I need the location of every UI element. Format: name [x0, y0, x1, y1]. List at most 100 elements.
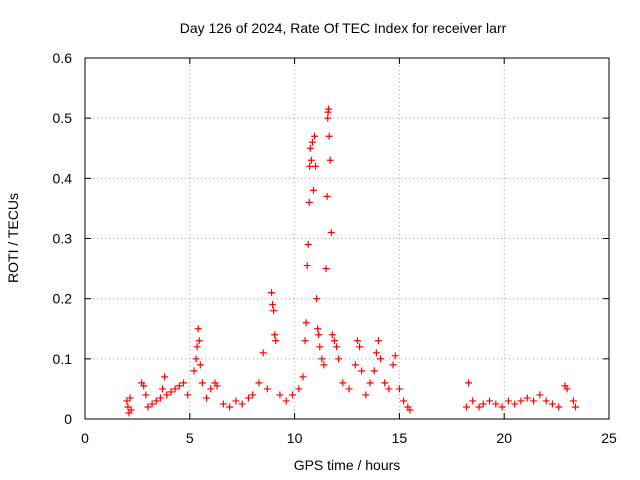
y-tick-label: 0.6	[53, 50, 73, 66]
data-point	[249, 391, 257, 399]
data-point	[555, 403, 563, 411]
x-axis-label: GPS time / hours	[294, 457, 401, 473]
data-point	[328, 331, 336, 339]
data-point	[307, 156, 315, 164]
data-point	[161, 373, 169, 381]
data-point	[207, 385, 215, 393]
x-tick-label: 10	[287, 430, 303, 446]
data-point	[563, 385, 571, 393]
data-point	[542, 397, 550, 405]
data-point	[316, 343, 324, 351]
data-points	[123, 105, 579, 417]
data-point	[309, 186, 317, 194]
data-point	[302, 319, 310, 327]
data-point	[144, 403, 152, 411]
data-point	[305, 198, 313, 206]
data-point	[163, 391, 171, 399]
data-point	[193, 343, 201, 351]
x-tick-label: 15	[392, 430, 408, 446]
data-point	[351, 361, 359, 369]
data-point	[180, 379, 188, 387]
data-point	[498, 403, 506, 411]
data-point	[327, 228, 335, 236]
y-tick-label: 0	[64, 411, 72, 427]
data-point	[353, 337, 361, 345]
data-point	[244, 394, 252, 402]
data-point	[530, 397, 538, 405]
data-point	[196, 361, 204, 369]
data-point	[492, 400, 500, 408]
data-point	[272, 337, 280, 345]
data-point	[238, 400, 246, 408]
data-point	[213, 382, 221, 390]
data-point	[306, 162, 314, 170]
data-point	[475, 403, 483, 411]
data-point	[232, 397, 240, 405]
data-point	[301, 337, 309, 345]
data-point	[127, 406, 135, 414]
plot-frame	[84, 57, 610, 420]
data-point	[315, 331, 323, 339]
data-point	[326, 156, 334, 164]
data-point	[370, 367, 378, 375]
data-point	[318, 355, 326, 363]
data-point	[381, 379, 389, 387]
x-tick-label: 5	[186, 430, 194, 446]
data-point	[159, 385, 167, 393]
y-tick-label: 0.1	[53, 351, 73, 367]
data-point	[313, 295, 321, 303]
data-point	[269, 301, 277, 309]
data-point	[270, 307, 278, 315]
data-point	[171, 385, 179, 393]
data-point	[167, 388, 175, 396]
data-point	[192, 355, 200, 363]
data-point	[140, 382, 148, 390]
data-point	[312, 162, 320, 170]
data-point	[536, 391, 544, 399]
x-axis-ticks: 0 5 10 15 20 25	[81, 58, 617, 446]
data-point	[175, 382, 183, 390]
y-tick-label: 0.3	[53, 231, 73, 247]
data-point	[295, 385, 303, 393]
data-point	[377, 355, 385, 363]
data-point	[226, 403, 234, 411]
data-point	[299, 373, 307, 381]
data-point	[374, 337, 382, 345]
data-point	[276, 391, 284, 399]
data-point	[219, 400, 227, 408]
data-point	[314, 325, 322, 333]
data-point	[323, 192, 331, 200]
data-point	[306, 144, 314, 152]
data-point	[479, 400, 487, 408]
y-tick-label: 0.5	[53, 110, 73, 126]
data-point	[255, 379, 263, 387]
data-point	[523, 394, 531, 402]
data-point	[195, 337, 203, 345]
data-point	[142, 391, 150, 399]
data-point	[123, 397, 131, 405]
data-point	[358, 367, 366, 375]
data-point	[330, 337, 338, 345]
y-axis-ticks: 0 0.1 0.2 0.3 0.4 0.5 0.6	[53, 50, 609, 427]
data-point	[356, 343, 364, 351]
data-point	[339, 379, 347, 387]
data-point	[325, 132, 333, 140]
data-point	[391, 352, 399, 360]
y-tick-label: 0.4	[53, 170, 73, 186]
data-point	[385, 385, 393, 393]
data-point	[548, 400, 556, 408]
data-point	[282, 397, 290, 405]
data-point	[203, 394, 211, 402]
data-point	[469, 397, 477, 405]
data-point	[303, 262, 311, 270]
data-point	[198, 379, 206, 387]
data-point	[311, 132, 319, 140]
data-point	[184, 391, 192, 399]
data-point	[571, 403, 579, 411]
data-point	[190, 367, 198, 375]
data-point	[263, 385, 271, 393]
data-point	[389, 361, 397, 369]
data-point	[333, 343, 341, 351]
data-point	[152, 397, 160, 405]
x-tick-label: 0	[81, 430, 89, 446]
